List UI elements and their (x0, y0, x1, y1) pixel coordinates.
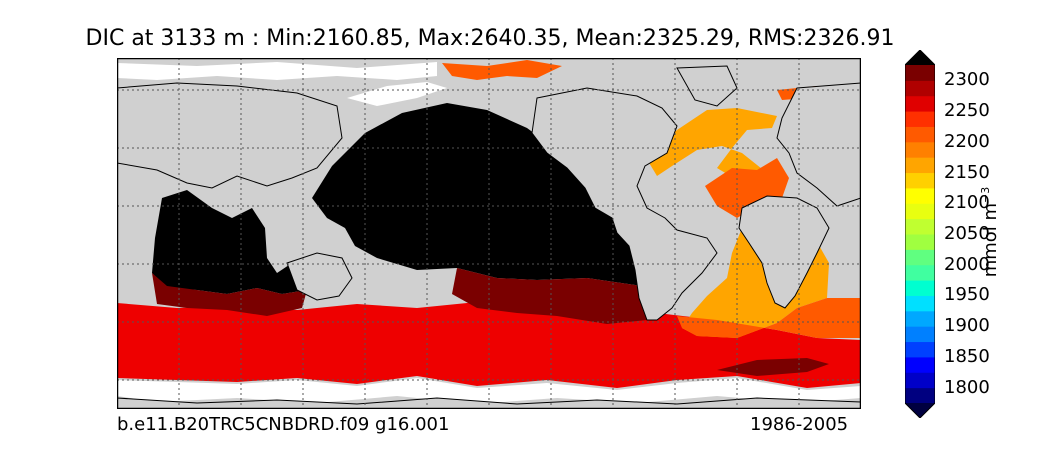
colorbar-tick-label: 1950 (944, 284, 990, 306)
colorbar-band (905, 203, 935, 220)
colorbar-band (905, 310, 935, 327)
unit-exponent: −3 (979, 186, 992, 203)
graticule (117, 58, 861, 409)
eurasia (776, 82, 861, 207)
colorbar-band (905, 326, 935, 343)
subpolar-missing-data (347, 82, 447, 106)
map-frame (117, 58, 861, 409)
ocean-map (117, 58, 861, 409)
colorbar-band (905, 356, 935, 373)
colorbar-unit-label: mmol m−3 (979, 187, 1001, 278)
colorbar-band (905, 280, 935, 296)
colorbar-band (905, 111, 935, 127)
colorbar-band (905, 218, 935, 235)
atlantic-south-orange-red (677, 298, 861, 338)
colorbar-band (905, 126, 935, 143)
colorbar-band (905, 157, 935, 174)
arctic-orange-red (442, 60, 562, 80)
colorbar-band (905, 387, 935, 404)
plot-title: DIC at 3133 m : Min:2160.85, Max:2640.35… (85, 26, 895, 51)
colorbar-band (905, 372, 935, 389)
colorbar-over-triangle (905, 50, 935, 65)
colorbar-band (905, 141, 935, 158)
colorbar-band (905, 187, 935, 204)
colorbar-tick-label: 2150 (944, 161, 990, 183)
colorbar-tick-label: 1800 (944, 376, 990, 398)
atlantic-east-orange-red (705, 158, 789, 218)
africa (738, 195, 830, 309)
colorbar-band (905, 249, 935, 266)
colorbar-band (905, 65, 935, 81)
pacific-ocean-basin (312, 103, 642, 286)
arctic-missing-data (117, 62, 437, 80)
colorbar-band (905, 80, 935, 97)
colorbar-band (905, 341, 935, 358)
indian-ocean-south-dark (152, 273, 307, 316)
colorbar-tick-label: 2200 (944, 130, 990, 152)
colorbar-tick-label: 2000 (944, 253, 990, 275)
asia-west (117, 82, 343, 189)
colorbar-tick-label: 1850 (944, 345, 990, 367)
pacific-ocean-south-dark (452, 268, 647, 324)
colorbar-band (905, 264, 935, 281)
year-range-label: 1986-2005 (750, 414, 849, 435)
greenland (676, 65, 738, 107)
unit-text: mmol m (980, 202, 1001, 278)
colorbar-band (905, 172, 935, 189)
colorbar-band (905, 295, 935, 312)
colorbar-tick-label: 2250 (944, 100, 990, 122)
indian-ocean-basin (152, 190, 307, 294)
colorbar-band (905, 95, 935, 112)
colorbar-tick-label: 2300 (944, 69, 990, 91)
colorbar (905, 50, 935, 418)
colorbar-under-triangle (905, 403, 935, 418)
americas (531, 87, 718, 321)
colorbar-tick-label: 2100 (944, 192, 990, 214)
case-name-label: b.e11.B20TRC5CNBDRD.f09 g16.001 (117, 414, 450, 435)
colorbar-band (905, 234, 935, 250)
colorbar-tick-label: 2050 (944, 223, 990, 244)
southern-dark-patch (717, 358, 829, 376)
colorbar-tick-label: 1900 (944, 315, 990, 337)
